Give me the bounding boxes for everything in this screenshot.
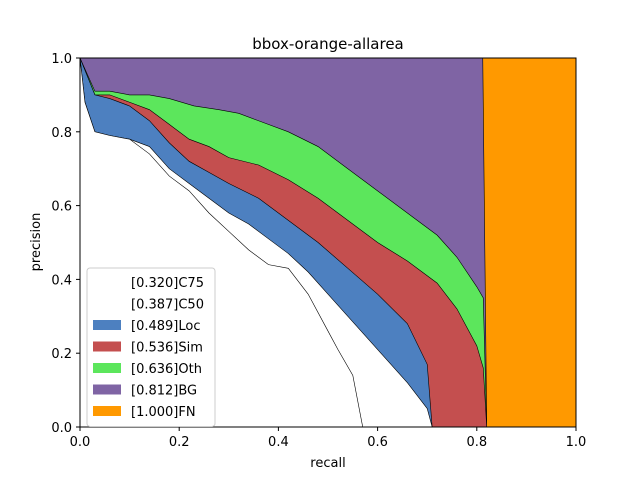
y-axis: 0.0 0.2 0.4 0.6 0.8 1.0 <box>51 52 80 436</box>
legend-label-sim: [0.536]Sim <box>131 341 203 356</box>
x-axis: 0.0 0.2 0.4 0.6 0.8 1.0 <box>70 427 587 450</box>
y-tick-label: 0.8 <box>51 126 72 141</box>
legend: [0.320]C75 [0.387]C50 [0.489]Loc [0.536]Sim… <box>86 267 216 427</box>
legend-label-c75: [0.320]C75 <box>131 276 204 291</box>
legend-swatch-loc <box>93 320 121 330</box>
x-tick-label: 0.4 <box>268 435 289 450</box>
x-tick-label: 1.0 <box>566 435 587 450</box>
x-axis-label: recall <box>310 456 345 471</box>
y-tick-label: 0.4 <box>51 273 72 288</box>
legend-label-oth: [0.636]Oth <box>131 362 202 377</box>
x-tick-label: 0.0 <box>70 435 91 450</box>
legend-label-c50: [0.387]C50 <box>131 298 204 313</box>
legend-label-bg: [0.812]BG <box>131 384 197 399</box>
legend-label-loc: [0.489]Loc <box>131 319 200 334</box>
legend-swatch-c50 <box>93 298 121 309</box>
x-tick-label: 0.6 <box>367 435 388 450</box>
legend-swatch-bg <box>93 384 121 395</box>
x-tick-label: 0.2 <box>169 435 190 450</box>
plot-frame <box>79 57 577 428</box>
legend-swatch-fn <box>93 406 121 416</box>
y-tick-label: 0.2 <box>51 347 72 362</box>
y-tick-label: 0.6 <box>51 200 72 215</box>
legend-swatch-oth <box>93 363 121 373</box>
y-axis-label: precision <box>29 213 44 272</box>
legend-swatch-sim <box>93 341 121 352</box>
chart-title: bbox-orange-allarea <box>252 35 404 53</box>
y-tick-label: 0.0 <box>51 421 72 436</box>
legend-label-fn: [1.000]FN <box>131 405 196 420</box>
y-tick-label: 1.0 <box>51 52 72 67</box>
legend-swatch-c75 <box>93 277 121 287</box>
x-tick-label: 0.8 <box>466 435 487 450</box>
